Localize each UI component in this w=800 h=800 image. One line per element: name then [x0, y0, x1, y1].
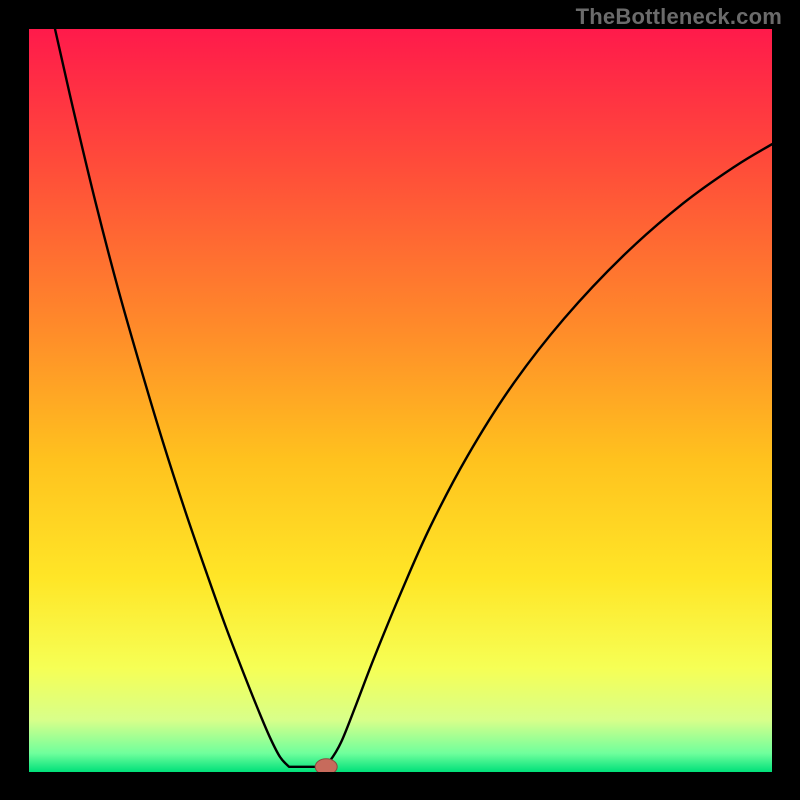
gradient-background [29, 29, 772, 772]
watermark-text: TheBottleneck.com [576, 4, 782, 30]
figure-frame: TheBottleneck.com [0, 0, 800, 800]
chart-svg [29, 29, 772, 772]
optimal-point-marker [315, 759, 337, 772]
plot-area [29, 29, 772, 772]
